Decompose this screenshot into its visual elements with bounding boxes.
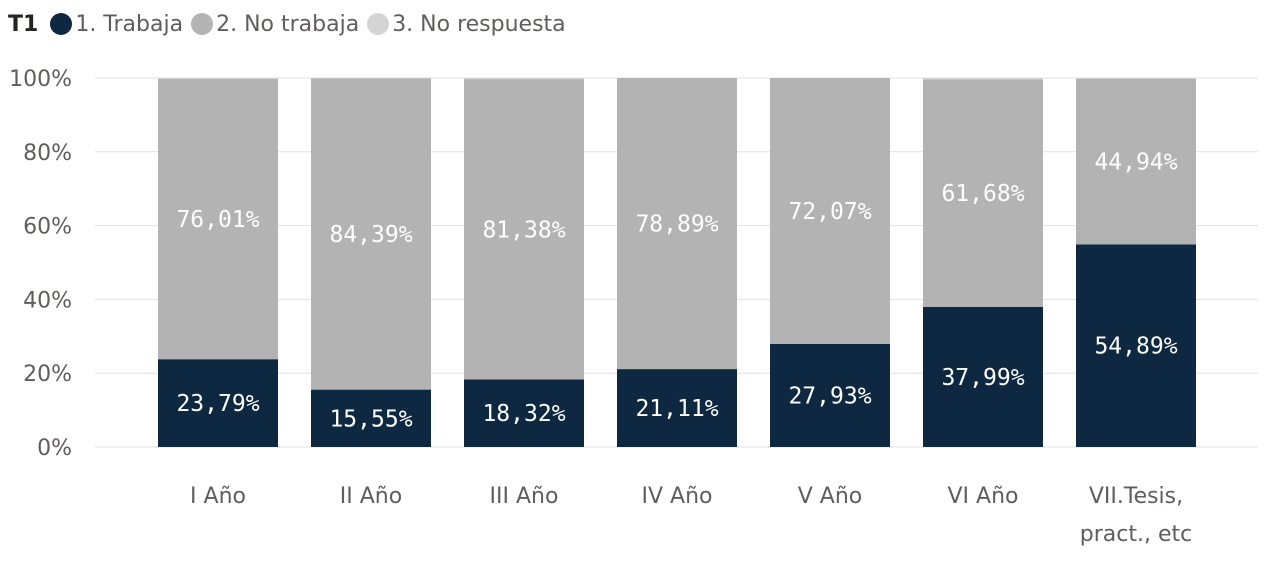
x-tick-label: V Año xyxy=(798,484,863,509)
bar-segment-2 xyxy=(464,79,584,380)
legend-label-no-trabaja: 2. No trabaja xyxy=(216,11,360,37)
x-tick-label: pract., etc xyxy=(1080,522,1192,547)
bar-segment-2 xyxy=(158,78,278,360)
bar-segment-2 xyxy=(923,79,1043,307)
data-label: 27,93% xyxy=(788,383,871,409)
bar-segment-1 xyxy=(923,306,1043,447)
y-tick-label: 100% xyxy=(9,67,72,92)
legend-item-no-respuesta[interactable]: 3. No respuesta xyxy=(367,11,566,37)
bar-segment-3 xyxy=(1076,78,1196,79)
x-tick-label: III Año xyxy=(490,484,559,509)
legend-label-no-respuesta: 3. No respuesta xyxy=(392,11,566,37)
data-label: 54,89% xyxy=(1094,334,1177,360)
bar-segment-1 xyxy=(1076,244,1196,447)
y-tick-label: 20% xyxy=(23,362,72,387)
y-tick-label: 60% xyxy=(23,215,72,240)
bar-segment-1 xyxy=(311,389,431,447)
x-tick-label: II Año xyxy=(340,484,402,509)
data-label: 78,89% xyxy=(635,212,718,238)
legend-swatch-no-trabaja xyxy=(191,13,214,35)
x-tick-label: IV Año xyxy=(642,484,713,509)
legend-swatch-no-respuesta xyxy=(367,13,390,35)
legend-label-trabaja: 1. Trabaja xyxy=(75,11,184,37)
x-tick-label: VI Año xyxy=(948,484,1019,509)
data-label: 44,94% xyxy=(1094,150,1177,176)
bar-segment-1 xyxy=(464,379,584,447)
data-label: 37,99% xyxy=(941,365,1024,391)
bar-segment-1 xyxy=(617,369,737,447)
x-tick-label: VII.Tesis, xyxy=(1089,484,1183,509)
legend-item-no-trabaja[interactable]: 2. No trabaja xyxy=(191,12,359,37)
bar-segment-3 xyxy=(464,78,584,80)
data-label: 18,32% xyxy=(482,401,565,427)
legend-title: T1 xyxy=(8,11,39,37)
data-label: 15,55% xyxy=(329,406,412,432)
y-tick-label: 0% xyxy=(37,436,72,461)
data-label: 21,11% xyxy=(635,396,718,422)
legend: T1 1. Trabaja 2. No trabaja 3. No respue… xyxy=(8,8,574,40)
data-label: 81,38% xyxy=(482,217,565,243)
data-label: 72,07% xyxy=(788,199,871,225)
x-tick-label: I Año xyxy=(190,484,246,509)
bar-segment-1 xyxy=(770,343,890,447)
legend-item-trabaja[interactable]: 1. Trabaja xyxy=(50,12,183,37)
data-label: 84,39% xyxy=(329,222,412,248)
bar-segment-3 xyxy=(923,78,1043,80)
data-label: 23,79% xyxy=(176,391,259,417)
y-tick-label: 40% xyxy=(23,288,72,313)
bar-segment-2 xyxy=(770,78,890,344)
data-label: 76,01% xyxy=(176,207,259,233)
bar-segment-1 xyxy=(158,359,278,447)
bar-segment-3 xyxy=(158,78,278,79)
bar-segment-2 xyxy=(1076,78,1196,245)
data-label: 61,68% xyxy=(941,181,1024,207)
y-tick-label: 80% xyxy=(23,141,72,166)
bar-segment-2 xyxy=(617,78,737,370)
legend-swatch-trabaja xyxy=(50,13,73,35)
bar-segment-2 xyxy=(311,78,431,390)
